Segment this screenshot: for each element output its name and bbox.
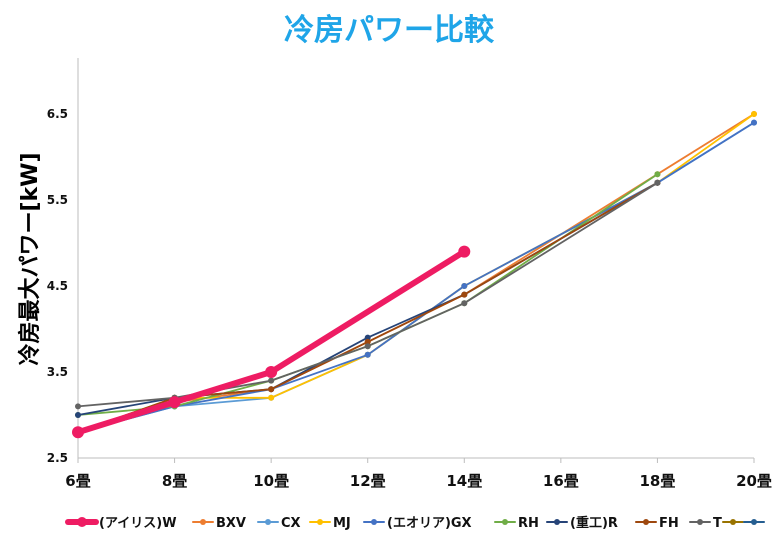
series-(エオリア)GX xyxy=(75,119,757,436)
data-point xyxy=(265,366,278,378)
series-T xyxy=(75,179,661,410)
data-point xyxy=(268,394,275,401)
series-line xyxy=(77,121,755,434)
chart-title: 冷房パワー比較 xyxy=(284,13,495,48)
series-(アイリス)W xyxy=(72,245,471,439)
legend-marker xyxy=(265,519,271,525)
legend-label: CX xyxy=(281,516,301,531)
legend-item: (重工)R xyxy=(546,515,618,531)
legend-item: CX xyxy=(257,516,301,531)
legend-item xyxy=(743,519,765,525)
y-tick-label: 4.5 xyxy=(47,279,68,293)
data-point xyxy=(268,377,275,384)
data-point xyxy=(654,179,661,186)
legend-label: RH xyxy=(518,516,539,531)
legend-marker xyxy=(77,517,87,527)
legend-marker xyxy=(751,519,757,525)
x-tick-label: 16畳 xyxy=(543,472,579,490)
legend-label: (アイリス)W xyxy=(99,516,177,531)
data-point xyxy=(461,291,468,298)
series-(重工)R xyxy=(75,179,661,418)
series-line xyxy=(77,173,659,416)
y-tick-label: 3.5 xyxy=(47,365,68,379)
x-tick-label: 6畳 xyxy=(65,472,90,490)
data-point xyxy=(364,351,371,358)
y-axis-label: 冷房最大パワー[kW] xyxy=(17,152,43,365)
legend-label: (エオリア)GX xyxy=(387,516,472,531)
series-line xyxy=(77,113,755,434)
legend-label: (重工)R xyxy=(570,515,618,531)
data-point xyxy=(751,119,757,126)
legend-item: (エオリア)GX xyxy=(363,516,472,531)
legend-marker xyxy=(502,519,508,525)
data-point xyxy=(751,111,757,117)
data-point xyxy=(168,396,181,409)
y-tick-label: 2.5 xyxy=(47,451,68,465)
legend-marker xyxy=(643,519,649,525)
data-point xyxy=(364,334,371,341)
data-point xyxy=(268,386,275,393)
legend-label: MJ xyxy=(333,516,351,531)
legend-marker xyxy=(697,519,703,525)
legend-item: MJ xyxy=(309,516,351,531)
legend: (アイリス)W BXV CX MJ (エオリア)GX RH (重工)R FH T xyxy=(65,515,765,531)
series-line xyxy=(77,181,659,416)
series-line xyxy=(77,113,755,434)
legend-item: BXV xyxy=(192,516,246,531)
series-line xyxy=(77,181,659,408)
legend-label: BXV xyxy=(216,516,246,531)
data-point xyxy=(654,171,661,178)
series-lines xyxy=(72,111,757,439)
data-point xyxy=(461,300,468,307)
x-tick-label: 12畳 xyxy=(350,472,386,490)
legend-marker xyxy=(730,519,736,525)
x-tick-label: 20畳 xyxy=(736,472,772,490)
series-FH xyxy=(75,179,661,436)
y-tick-labels: 2.5 3.5 4.5 5.5 6.5 xyxy=(47,107,68,465)
legend-marker xyxy=(554,519,560,525)
data-point xyxy=(364,343,371,350)
x-tick-labels: 6畳 8畳 10畳 12畳 14畳 16畳 18畳 20畳 xyxy=(65,458,772,490)
data-point xyxy=(461,283,468,289)
legend-item: (アイリス)W xyxy=(65,516,177,531)
axes xyxy=(77,58,754,459)
legend-item: FH xyxy=(635,516,679,531)
legend-item xyxy=(722,519,744,525)
series-line xyxy=(77,121,755,434)
y-tick-label: 5.5 xyxy=(47,193,68,207)
legend-item: T xyxy=(689,516,722,531)
data-point xyxy=(72,426,84,439)
data-point xyxy=(75,403,81,410)
legend-item: RH xyxy=(494,516,539,531)
legend-label: FH xyxy=(659,516,679,531)
legend-marker xyxy=(317,519,323,525)
x-tick-label: 10畳 xyxy=(253,472,289,490)
series-line xyxy=(75,248,468,436)
legend-marker xyxy=(371,519,377,525)
series-BXV xyxy=(75,111,757,436)
data-point xyxy=(75,412,81,418)
legend-marker xyxy=(200,519,206,525)
x-tick-label: 8畳 xyxy=(162,472,187,490)
x-tick-label: 14畳 xyxy=(446,472,482,490)
series-line xyxy=(77,181,659,434)
data-point xyxy=(458,245,471,258)
x-tick-label: 18畳 xyxy=(639,472,675,490)
data-point xyxy=(364,338,371,345)
legend-label: T xyxy=(713,516,722,531)
series-CX xyxy=(75,119,757,436)
y-tick-label: 6.5 xyxy=(47,107,68,121)
series-MJ xyxy=(75,111,757,436)
series-RH xyxy=(75,171,661,418)
